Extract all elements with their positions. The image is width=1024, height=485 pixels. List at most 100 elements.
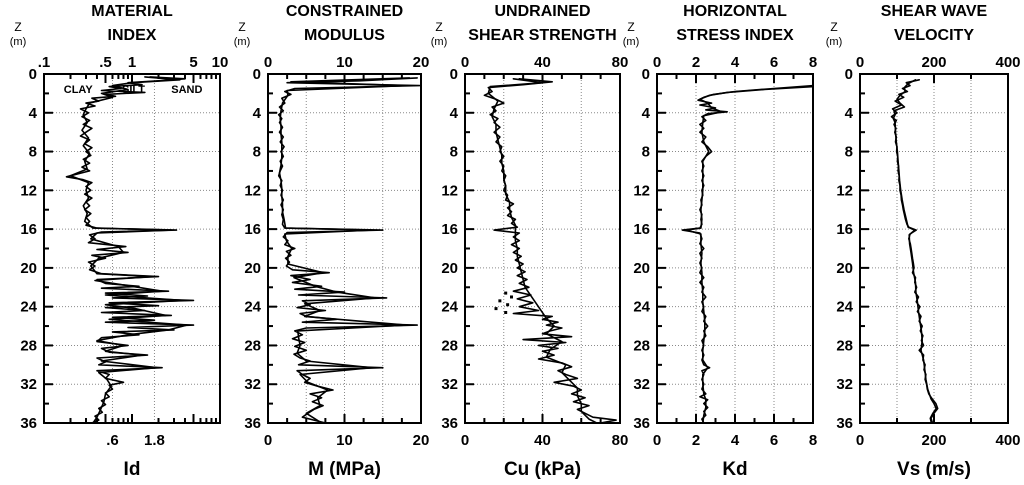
top-tick-label: 4 bbox=[731, 54, 740, 71]
trace-sounding-2 bbox=[892, 79, 938, 422]
trace-sounding-2 bbox=[685, 85, 812, 422]
bottom-tick-label: 0 bbox=[264, 432, 272, 449]
panel-shear-wave-velocity: SHEAR WAVE VELOCITY Z (m) Vs (m/s) 0 4 8 12… bbox=[826, 3, 1021, 480]
top-tick-label: 20 bbox=[413, 54, 430, 71]
depth-tick-label: 8 bbox=[450, 144, 458, 161]
depth-tick-label: 20 bbox=[244, 260, 261, 277]
depth-tick-label: 8 bbox=[642, 144, 650, 161]
panel-title-line1-1: MATERIAL bbox=[91, 3, 173, 20]
depth-tick-label: 36 bbox=[836, 415, 853, 432]
top-tick-label: 2 bbox=[692, 54, 700, 71]
top-tick-label: 1 bbox=[128, 54, 136, 71]
bottom-tick-label: 200 bbox=[921, 432, 946, 449]
depth-tick-label: 36 bbox=[441, 415, 458, 432]
panel-title-line1-4: HORIZONTAL bbox=[683, 3, 787, 20]
trace-sounding-2 bbox=[69, 76, 188, 422]
depth-tick-label: 0 bbox=[450, 66, 458, 83]
trace-sounding-1 bbox=[890, 79, 939, 422]
depth-tick-label: 20 bbox=[20, 260, 37, 277]
depth-tick-label: 20 bbox=[836, 260, 853, 277]
depth-axis-label-unit-3: (m) bbox=[431, 36, 448, 48]
panel-title-line2-3: SHEAR STRENGTH bbox=[468, 27, 616, 44]
depth-axis-label-z-3: Z bbox=[435, 20, 442, 34]
trace-sounding-1 bbox=[483, 78, 617, 422]
depth-tick-label: 12 bbox=[244, 182, 261, 199]
depth-tick-label: 32 bbox=[20, 376, 37, 393]
bottom-tick-label: 0 bbox=[653, 432, 661, 449]
panel-title-line2-1: INDEX bbox=[108, 27, 157, 44]
trace-layer-2 bbox=[277, 77, 420, 422]
depth-tick-label: 8 bbox=[29, 144, 37, 161]
x-axis-title-1: Id bbox=[124, 459, 141, 480]
panel-title-line1-3: UNDRAINED bbox=[495, 3, 591, 20]
bottom-tick-label: 1.8 bbox=[144, 432, 165, 449]
top-tick-label: 8 bbox=[809, 54, 817, 71]
bottom-tick-label: 40 bbox=[534, 432, 551, 449]
bottom-tick-label: 0 bbox=[856, 432, 864, 449]
sparse-data-dot bbox=[498, 299, 502, 303]
trace-layer-4 bbox=[681, 84, 812, 422]
depth-tick-label: 36 bbox=[20, 415, 37, 432]
sparse-data-dot bbox=[494, 307, 498, 311]
top-tick-label: 400 bbox=[995, 54, 1020, 71]
depth-tick-label: 8 bbox=[253, 144, 261, 161]
top-tick-label: 6 bbox=[770, 54, 778, 71]
bottom-tick-label: 4 bbox=[731, 432, 740, 449]
panel-undrained-shear-strength: UNDRAINED SHEAR STRENGTH Z (m) Cu (kPa) … bbox=[431, 3, 629, 480]
axis-layer-1: 0 4 8 12 16 20 24 28 32 36 .1 .5 1 5 10 .6 1.8 bbox=[20, 54, 228, 449]
depth-tick-label: 4 bbox=[642, 105, 651, 122]
depth-tick-label: 4 bbox=[450, 105, 459, 122]
depth-tick-label: 36 bbox=[633, 415, 650, 432]
depth-axis-label-unit-5: (m) bbox=[826, 36, 843, 48]
depth-axis-label-z-2: Z bbox=[238, 20, 245, 34]
depth-tick-label: 8 bbox=[845, 144, 853, 161]
trace-layer-5 bbox=[890, 79, 939, 422]
trace-layer-1 bbox=[65, 76, 195, 422]
depth-axis-label-unit-4: (m) bbox=[623, 36, 640, 48]
plot-frame-1 bbox=[43, 73, 221, 424]
top-tick-label: 0 bbox=[461, 54, 469, 71]
soil-zone-label-sand: SAND bbox=[171, 84, 202, 96]
bottom-tick-label: 10 bbox=[336, 432, 353, 449]
grid-layer-4 bbox=[657, 74, 813, 423]
top-tick-label: 10 bbox=[336, 54, 353, 71]
depth-tick-label: 24 bbox=[441, 299, 458, 316]
trace-sounding-1 bbox=[65, 76, 195, 422]
top-tick-label: 5 bbox=[189, 54, 197, 71]
trace-layer-3 bbox=[483, 78, 617, 422]
trace-sounding-2 bbox=[487, 78, 597, 422]
depth-tick-label: 20 bbox=[633, 260, 650, 277]
depth-tick-label: 24 bbox=[836, 299, 853, 316]
bottom-tick-label: 6 bbox=[770, 432, 778, 449]
depth-tick-label: 20 bbox=[441, 260, 458, 277]
depth-tick-label: 32 bbox=[836, 376, 853, 393]
panel-title-line2-5: VELOCITY bbox=[894, 27, 974, 44]
depth-tick-label: 12 bbox=[836, 182, 853, 199]
x-axis-title-5: Vs (m/s) bbox=[897, 459, 971, 480]
depth-tick-label: 16 bbox=[836, 221, 853, 238]
grid-layer-3 bbox=[465, 74, 620, 423]
trace-sounding-1 bbox=[277, 77, 420, 422]
panel-horizontal-stress-index: HORIZONTAL STRESS INDEX Z (m) Kd 0 4 8 12 16… bbox=[623, 3, 817, 480]
depth-tick-label: 4 bbox=[253, 105, 262, 122]
bottom-tick-label: 80 bbox=[612, 432, 629, 449]
top-tick-label: 200 bbox=[921, 54, 946, 71]
depth-tick-label: 16 bbox=[441, 221, 458, 238]
top-tick-label: .5 bbox=[99, 54, 112, 71]
bottom-tick-label: 8 bbox=[809, 432, 817, 449]
depth-tick-label: 0 bbox=[29, 66, 37, 83]
grid-layer-1 bbox=[44, 74, 220, 423]
depth-axis-label-z-1: Z bbox=[14, 20, 21, 34]
depth-tick-label: 0 bbox=[253, 66, 261, 83]
bottom-tick-label: 2 bbox=[692, 432, 700, 449]
x-axis-title-2: M (MPa) bbox=[308, 459, 381, 480]
bottom-tick-label: .6 bbox=[106, 432, 119, 449]
depth-tick-label: 16 bbox=[20, 221, 37, 238]
depth-axis-label-z-5: Z bbox=[830, 20, 837, 34]
